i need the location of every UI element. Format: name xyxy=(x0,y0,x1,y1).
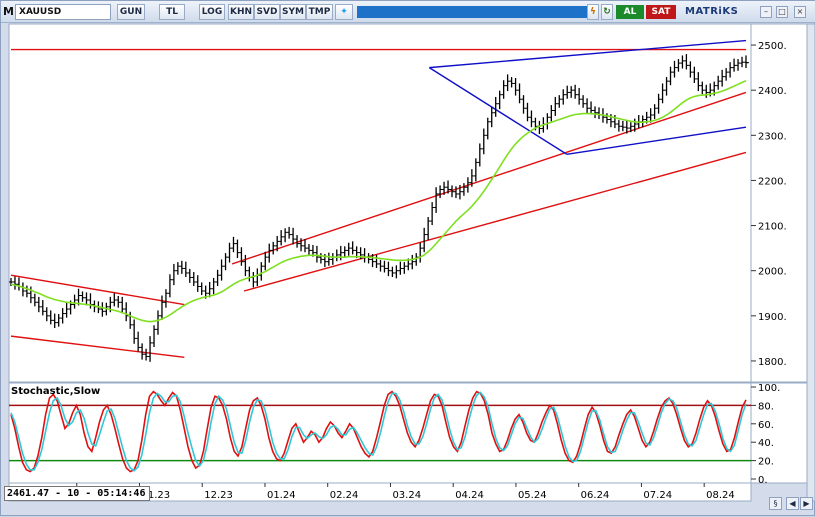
sym-button[interactable]: SYM xyxy=(280,4,306,20)
price-tick-label: 2000. xyxy=(758,267,787,278)
time-tick-label: 08.24 xyxy=(706,490,735,501)
blue-trendline xyxy=(429,39,747,69)
lightning-icon[interactable]: ϟ xyxy=(587,4,599,20)
twitter-icon[interactable]: ✦ xyxy=(335,4,353,20)
price-panel xyxy=(8,23,752,383)
stoch-tick-label: 60. xyxy=(758,420,774,431)
brand-logo: MATRiKS xyxy=(685,6,739,17)
price-tick-label: 2300. xyxy=(758,131,787,142)
scroll-right-icon[interactable]: ▶ xyxy=(800,497,813,510)
menu-letter[interactable]: M xyxy=(3,5,14,18)
time-tick-label: 12.23 xyxy=(204,490,233,501)
khn-button[interactable]: KHN xyxy=(228,4,254,20)
price-tick-label: 2200. xyxy=(758,176,787,187)
sell-button[interactable]: SAT xyxy=(646,5,676,19)
toolbar-blue-strip xyxy=(357,6,587,18)
vertical-scrollbar[interactable] xyxy=(806,23,815,502)
maximize-icon[interactable]: □ xyxy=(776,6,788,18)
scroll-left-icon[interactable]: ◀ xyxy=(786,497,799,510)
price-tick-label: 2400. xyxy=(758,86,787,97)
symbol-text: XAUUSD xyxy=(19,7,62,17)
stoch-d-line xyxy=(10,391,747,472)
stoch-tick-label: 80. xyxy=(758,401,774,412)
stoch-tick-label: 0. xyxy=(758,475,768,486)
close-icon[interactable]: × xyxy=(794,6,806,18)
time-tick-label: 06.24 xyxy=(581,490,610,501)
refresh-icon[interactable]: ↻ xyxy=(601,4,613,20)
red-trendline xyxy=(10,274,185,306)
minimize-icon[interactable]: – xyxy=(760,6,772,18)
moving-average-line xyxy=(10,79,747,323)
log-button[interactable]: LOG xyxy=(199,4,225,20)
time-tick-label: 01.24 xyxy=(267,490,296,501)
stochastic-title: Stochastic,Slow xyxy=(11,386,100,397)
buy-button[interactable]: AL xyxy=(616,5,644,19)
price-axis-panel xyxy=(750,23,808,383)
stoch-tick-label: 100. xyxy=(758,383,780,394)
price-time-readout: 2461.47 - 10 - 05:14:46 xyxy=(4,486,150,501)
price-tick-label: 2500. xyxy=(758,41,787,52)
red-trendline xyxy=(10,335,185,359)
time-tick-label: 11.23 xyxy=(141,490,170,501)
blue-trendline xyxy=(428,67,568,155)
time-tick-label: 05.24 xyxy=(518,490,547,501)
time-tick-label: 03.24 xyxy=(392,490,421,501)
price-tick-label: 2100. xyxy=(758,222,787,233)
blue-trendline xyxy=(566,126,747,155)
chart-toolbar: M XAUUSD GUN TL LOG KHN SVD SYM TMP ✦ ϟ … xyxy=(1,1,815,23)
red-trendline xyxy=(231,91,747,265)
price-tick-label: 1900. xyxy=(758,312,787,323)
gun-button[interactable]: GUN xyxy=(117,4,145,20)
sync-icon[interactable]: § xyxy=(769,497,782,510)
svd-button[interactable]: SVD xyxy=(254,4,280,20)
time-tick-label: 07.24 xyxy=(643,490,672,501)
red-trendline xyxy=(243,151,747,292)
tmp-button[interactable]: TMP xyxy=(306,4,333,20)
symbol-input[interactable]: XAUUSD xyxy=(15,4,111,20)
tl-button[interactable]: TL xyxy=(159,4,185,20)
stoch-axis-panel xyxy=(750,382,808,484)
stoch-tick-label: 40. xyxy=(758,438,774,449)
time-tick-label: 04.24 xyxy=(455,490,484,501)
stoch-tick-label: 20. xyxy=(758,457,774,468)
price-tick-label: 1800. xyxy=(758,357,787,368)
time-tick-label: 02.24 xyxy=(330,490,359,501)
